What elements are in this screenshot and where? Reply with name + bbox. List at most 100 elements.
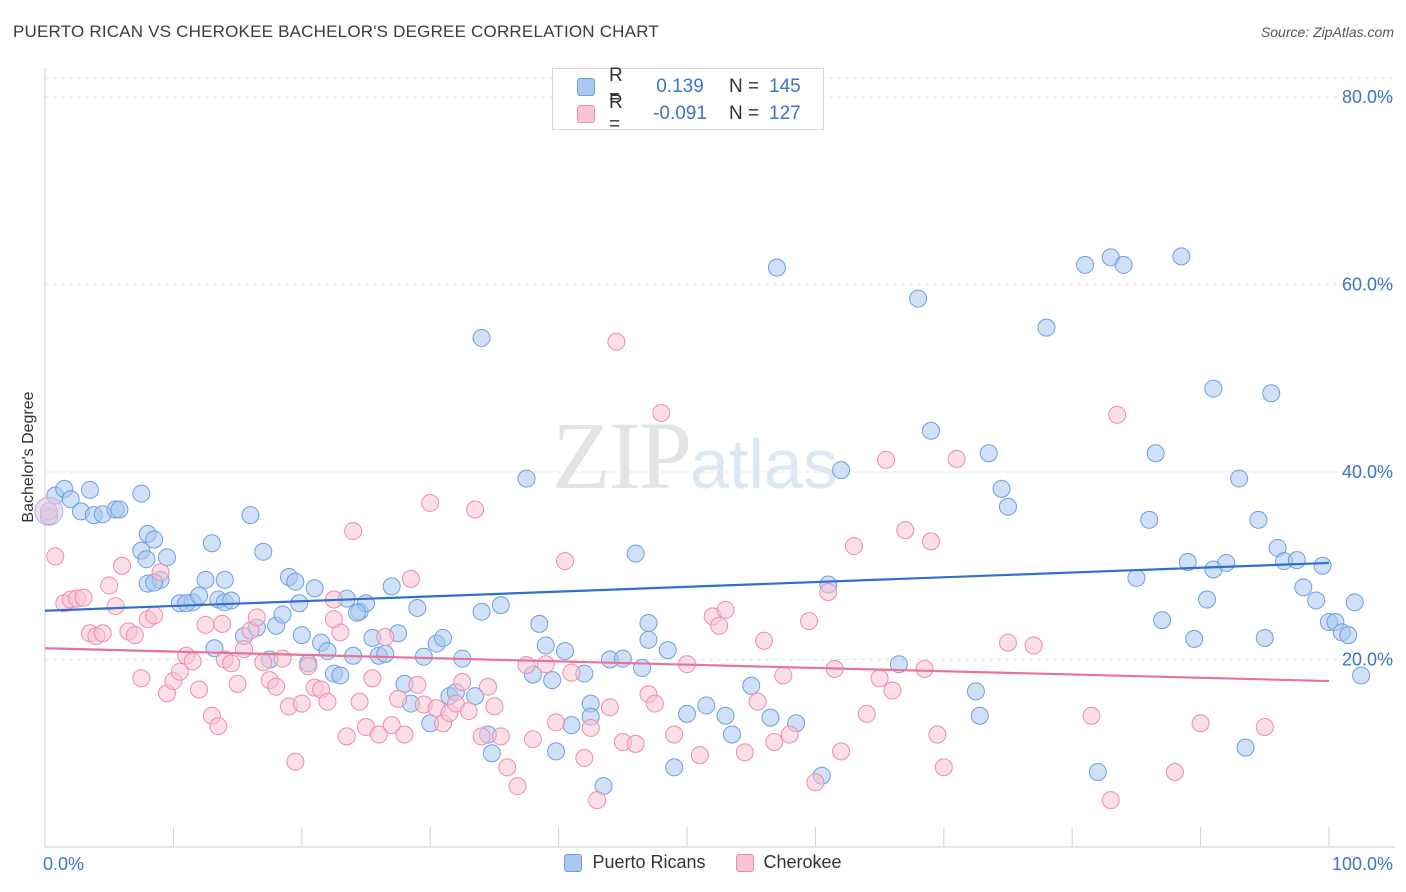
point-cherokee <box>1101 791 1120 810</box>
point-puerto-ricans <box>1140 510 1159 529</box>
point-puerto-ricans <box>613 649 632 668</box>
point-cherokee <box>523 730 542 749</box>
point-cherokee <box>478 677 497 696</box>
point-cherokee <box>765 733 784 751</box>
point-cherokee <box>222 654 241 673</box>
tick-labels: 20.0% 40.0% 60.0% 80.0% 0.0% 100.0% Bachelor's… <box>20 87 1393 874</box>
point-cherokee <box>877 450 896 469</box>
point-cherokee <box>183 652 202 671</box>
legend-swatch-cherokee <box>577 105 595 123</box>
point-cherokee <box>857 704 876 723</box>
point-puerto-ricans <box>678 704 696 723</box>
legend-label-puerto-ricans: Puerto Ricans <box>592 852 706 872</box>
point-puerto-ricans <box>889 655 908 674</box>
point-cherokee <box>716 600 735 619</box>
legend-n-label: N = <box>729 103 760 124</box>
point-cherokee <box>806 773 825 792</box>
point-cherokee <box>421 493 440 512</box>
point-cherokee <box>491 727 510 746</box>
point-cherokee <box>125 626 144 645</box>
point-cherokee <box>710 616 729 635</box>
trend-line-cherokee <box>44 647 1330 683</box>
point-cherokee <box>213 614 232 633</box>
point-puerto-ricans <box>290 594 309 613</box>
point-cherokee <box>799 612 818 631</box>
point-cherokee <box>209 717 228 736</box>
point-cherokee <box>273 649 292 668</box>
point-puerto-ricans <box>909 289 928 308</box>
point-puerto-ricans <box>472 602 491 621</box>
legend-n-value: 145 <box>769 76 801 97</box>
point-cherokee <box>844 537 863 556</box>
point-cherokee <box>466 500 485 519</box>
y-tick-label: 60.0% <box>1342 275 1393 295</box>
y-tick-label: 80.0% <box>1342 87 1393 107</box>
point-cherokee <box>46 547 65 566</box>
point-cherokee <box>690 746 709 765</box>
point-cherokee <box>575 748 594 767</box>
point-cherokee <box>600 698 619 717</box>
point-puerto-ricans <box>202 534 221 553</box>
point-cherokee <box>928 725 947 744</box>
point-puerto-ricans <box>1339 626 1358 645</box>
watermark-atlas: atlas <box>690 425 838 503</box>
point-puerto-ricans <box>530 614 549 633</box>
point-puerto-ricans <box>1249 510 1268 529</box>
point-puerto-ricans <box>222 591 241 610</box>
point-puerto-ricans <box>1146 444 1165 463</box>
point-cherokee <box>755 631 774 650</box>
point-puerto-ricans <box>562 716 581 735</box>
point-cherokee <box>485 697 504 716</box>
point-puerto-ricans <box>318 642 337 661</box>
point-puerto-ricans <box>722 725 741 744</box>
point-puerto-ricans <box>1037 318 1056 337</box>
point-cherokee <box>832 742 851 761</box>
legend-r-value: 0.139 <box>656 76 704 97</box>
y-tick-label: 40.0% <box>1342 462 1393 482</box>
point-puerto-ricans <box>1352 666 1371 685</box>
point-cherokee <box>344 522 363 541</box>
point-cherokee <box>106 597 125 616</box>
trend-line-puerto-ricans <box>44 561 1330 612</box>
legend-swatch-puerto-ricans <box>577 78 595 96</box>
point-cherokee <box>517 656 536 675</box>
point-puerto-ricans <box>1345 593 1364 612</box>
point-puerto-ricans <box>999 497 1017 516</box>
point-cherokee <box>196 615 215 634</box>
point-puerto-ricans <box>547 742 566 761</box>
point-puerto-ricans <box>742 676 761 695</box>
point-puerto-ricans <box>1185 629 1204 648</box>
point-puerto-ricans <box>658 641 677 660</box>
point-cherokee <box>735 743 754 762</box>
point-cherokee <box>113 556 132 575</box>
point-puerto-ricans <box>305 579 324 598</box>
legend-r-label: R = <box>609 65 623 108</box>
point-cherokee <box>645 694 664 713</box>
point-puerto-ricans <box>132 484 151 503</box>
legend-item-cherokee: Cherokee <box>735 852 842 873</box>
point-cherokee <box>299 657 318 676</box>
point-puerto-ricans <box>633 658 652 677</box>
point-cherokee <box>190 680 209 699</box>
legend-r-value: -0.091 <box>653 103 707 124</box>
axes <box>44 68 1395 848</box>
point-cherokee <box>93 624 112 643</box>
trend-lines <box>44 561 1330 683</box>
point-puerto-ricans <box>1217 553 1236 572</box>
point-puerto-ricans <box>472 328 491 347</box>
point-cherokee <box>498 758 517 777</box>
legend-r-label: R = <box>609 92 623 135</box>
point-cherokee <box>318 692 337 711</box>
point-puerto-ricans <box>832 461 851 480</box>
point-puerto-ricans <box>556 642 575 661</box>
point-cherokee <box>337 727 356 746</box>
point-cherokee <box>588 791 607 810</box>
point-cherokee <box>389 689 408 708</box>
point-puerto-ricans <box>241 506 260 525</box>
point-cherokee <box>652 403 671 422</box>
point-cherokee <box>748 692 767 711</box>
point-cherokee <box>376 628 395 646</box>
point-puerto-ricans <box>110 500 129 519</box>
point-puerto-ricans <box>1172 247 1191 266</box>
legend-swatch-cherokee <box>735 853 754 872</box>
